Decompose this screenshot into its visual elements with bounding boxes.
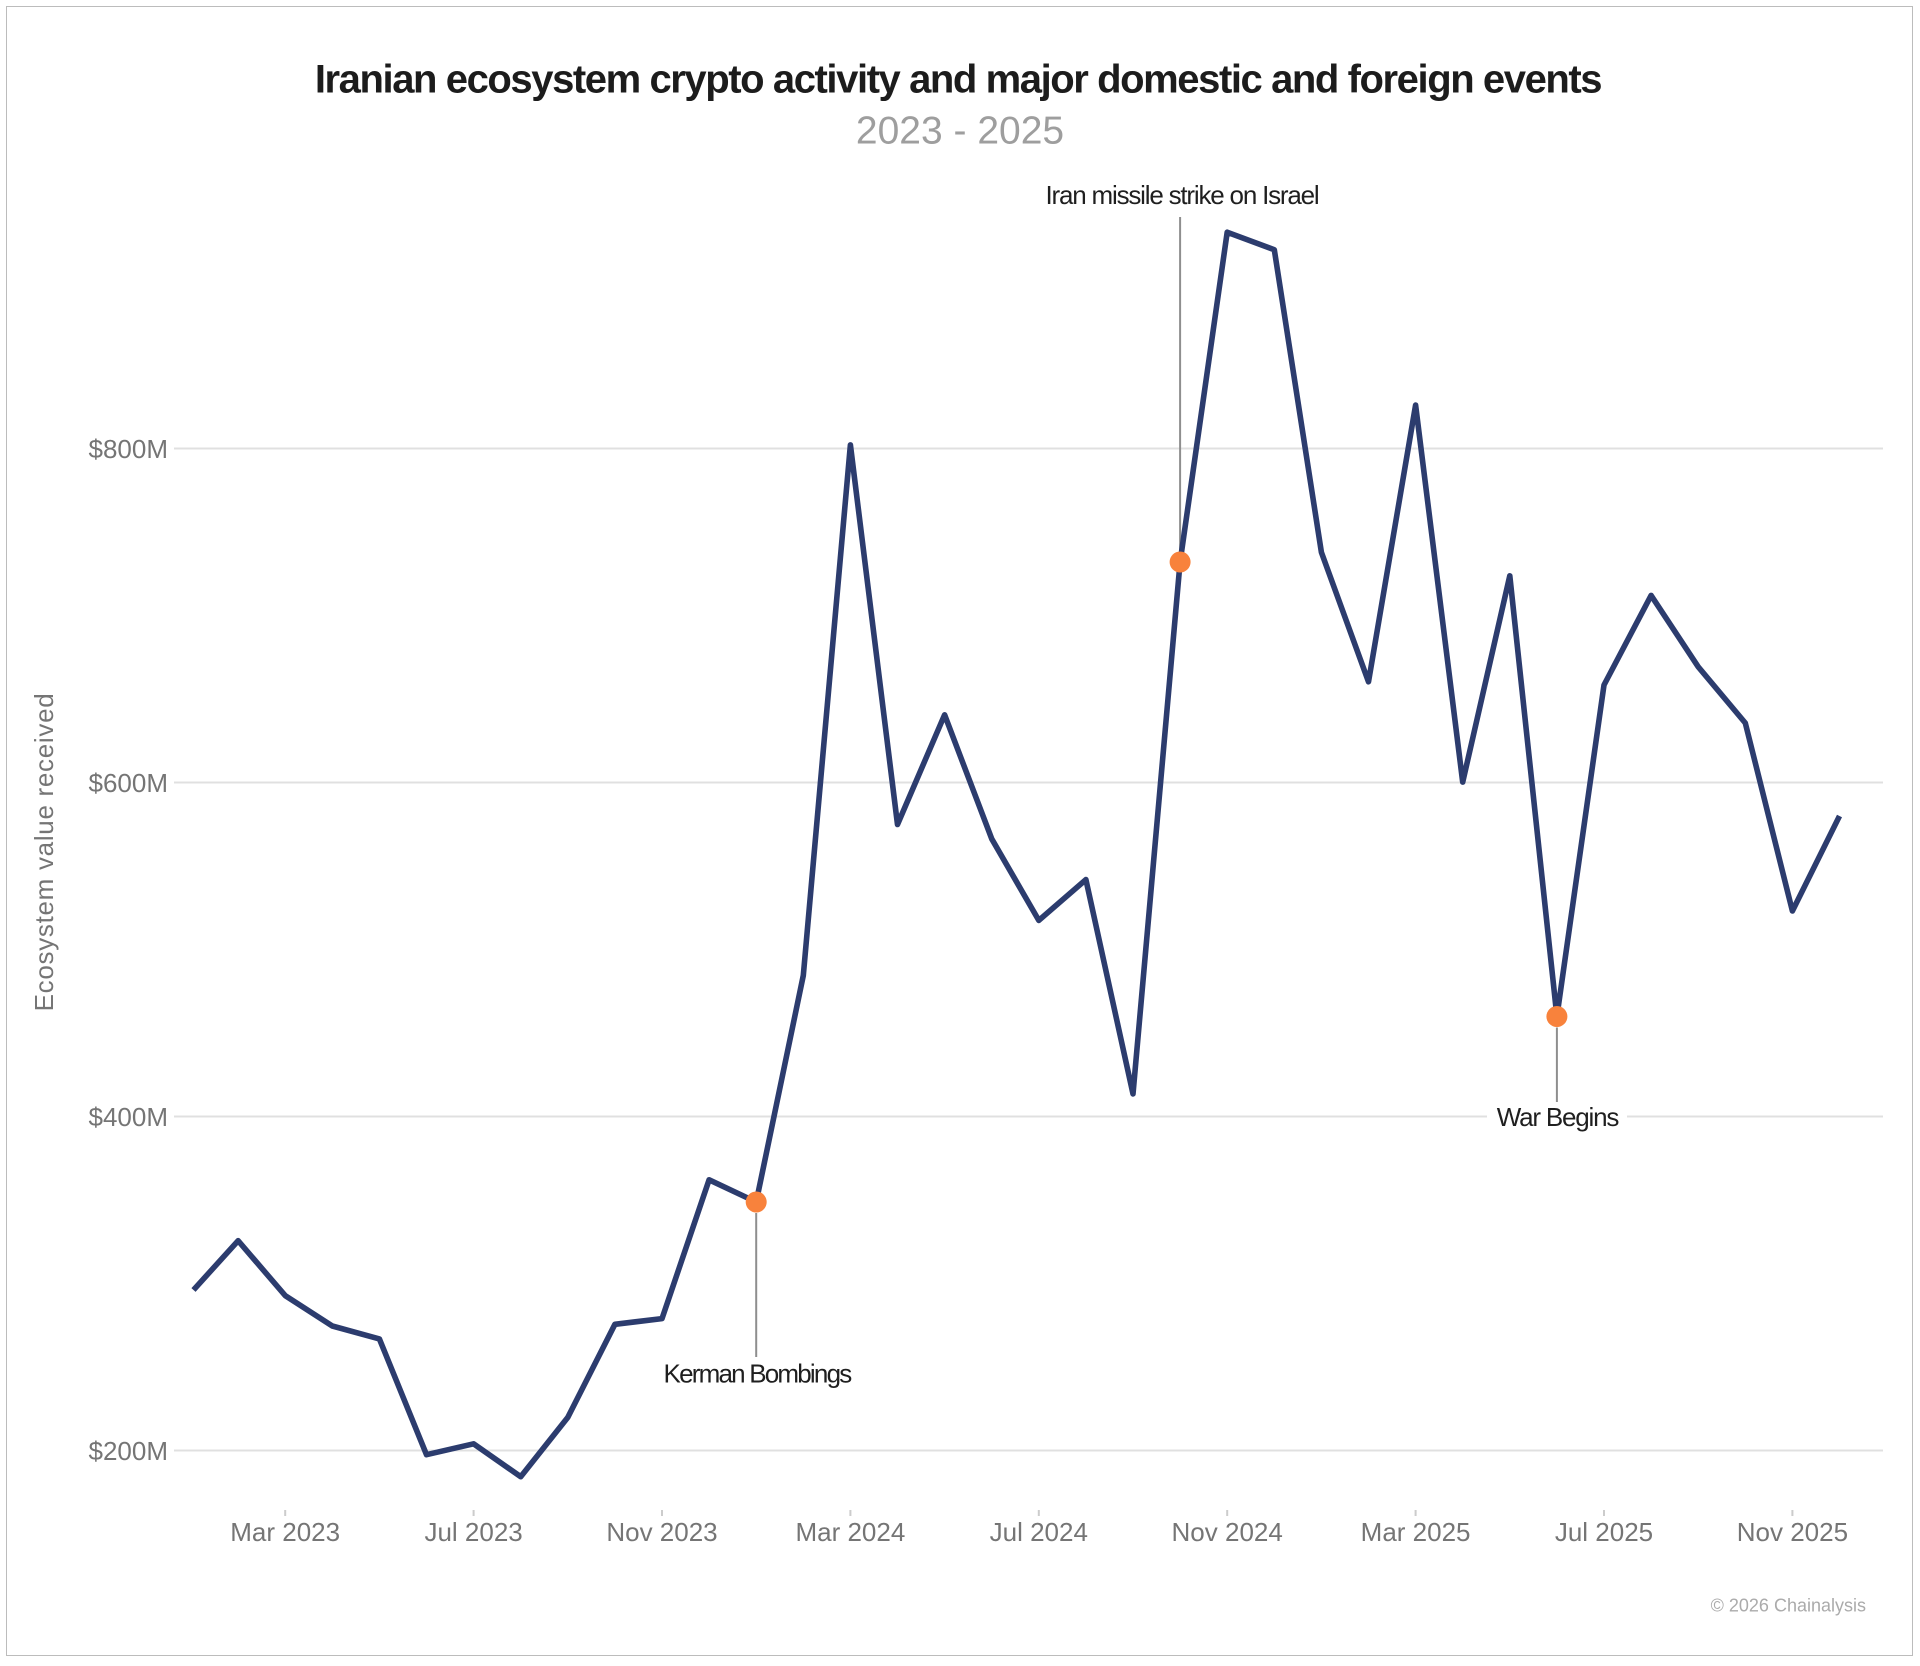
svg-text:Nov 2024: Nov 2024 <box>1172 1517 1283 1547</box>
svg-text:War Begins: War Begins <box>1497 1102 1620 1132</box>
svg-text:Jul 2025: Jul 2025 <box>1555 1517 1653 1547</box>
svg-text:© 2026 Chainalysis: © 2026 Chainalysis <box>1711 1596 1866 1616</box>
svg-text:Kerman Bombings: Kerman Bombings <box>664 1359 853 1389</box>
svg-text:Jul 2024: Jul 2024 <box>990 1517 1088 1547</box>
svg-text:Mar 2025: Mar 2025 <box>1361 1517 1471 1547</box>
svg-text:$600M: $600M <box>89 768 169 798</box>
svg-text:Nov 2023: Nov 2023 <box>606 1517 717 1547</box>
svg-text:2023 - 2025: 2023 - 2025 <box>856 110 1064 153</box>
svg-text:Nov 2025: Nov 2025 <box>1737 1517 1848 1547</box>
svg-text:Iran missile strike on Israel: Iran missile strike on Israel <box>1046 180 1319 210</box>
svg-text:Jul 2023: Jul 2023 <box>424 1517 522 1547</box>
svg-text:$400M: $400M <box>89 1102 169 1132</box>
svg-text:Ecosystem value received: Ecosystem value received <box>29 693 59 1012</box>
svg-text:Mar 2024: Mar 2024 <box>795 1517 905 1547</box>
svg-text:Iranian ecosystem crypto activ: Iranian ecosystem crypto activity and ma… <box>315 58 1601 102</box>
svg-text:$200M: $200M <box>89 1436 169 1466</box>
svg-text:Mar 2023: Mar 2023 <box>230 1517 340 1547</box>
svg-text:$800M: $800M <box>89 434 169 464</box>
